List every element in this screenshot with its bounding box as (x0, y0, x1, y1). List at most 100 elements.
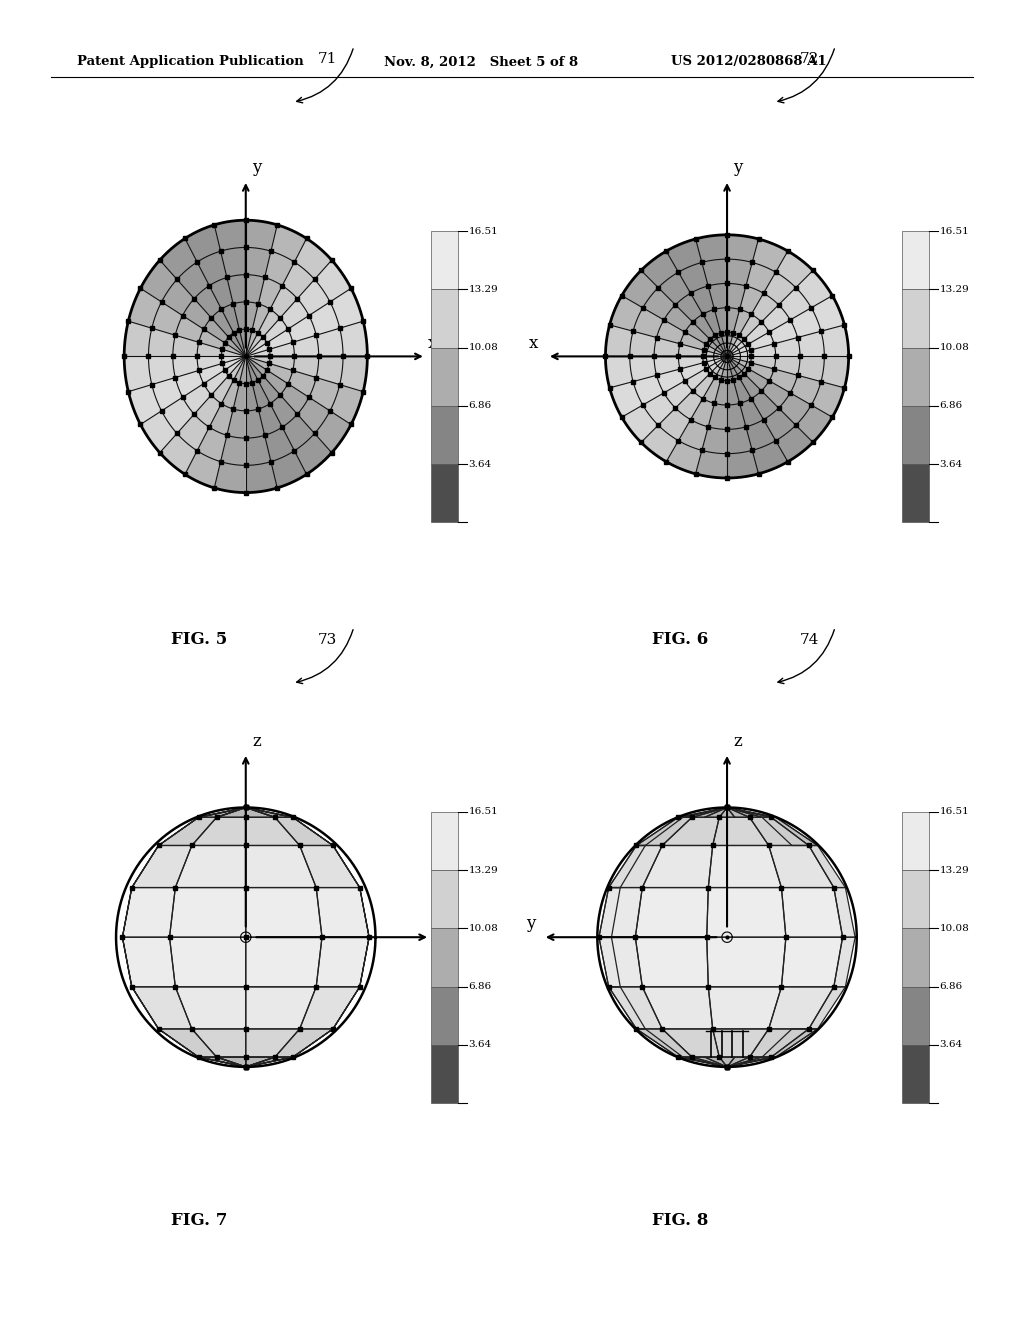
Polygon shape (769, 987, 834, 1028)
Polygon shape (246, 1057, 274, 1067)
Text: 13.29: 13.29 (940, 285, 970, 294)
Polygon shape (609, 356, 727, 417)
Polygon shape (750, 1028, 809, 1057)
Polygon shape (159, 817, 199, 846)
Text: z: z (252, 734, 261, 751)
Polygon shape (727, 808, 771, 817)
Polygon shape (185, 356, 246, 488)
Text: 72: 72 (800, 51, 819, 66)
Bar (902, 928, 929, 986)
Polygon shape (727, 1057, 762, 1067)
Polygon shape (683, 808, 727, 817)
Polygon shape (246, 808, 274, 817)
Polygon shape (641, 251, 727, 356)
Polygon shape (727, 1057, 776, 1067)
Text: x: x (428, 334, 437, 351)
Polygon shape (705, 808, 735, 817)
Polygon shape (834, 937, 855, 987)
Polygon shape (707, 937, 786, 987)
Polygon shape (132, 846, 191, 887)
Bar (902, 405, 929, 465)
Text: 16.51: 16.51 (469, 808, 499, 816)
Polygon shape (599, 937, 642, 987)
Polygon shape (727, 251, 813, 356)
Bar (902, 870, 929, 928)
Polygon shape (707, 887, 786, 937)
Polygon shape (727, 1057, 771, 1067)
Polygon shape (599, 887, 642, 937)
Polygon shape (246, 987, 316, 1028)
Polygon shape (359, 887, 369, 937)
Polygon shape (123, 937, 132, 987)
Polygon shape (191, 817, 246, 846)
Polygon shape (246, 288, 364, 356)
Text: 3.64: 3.64 (469, 459, 492, 469)
Polygon shape (781, 937, 843, 987)
Polygon shape (160, 239, 246, 356)
Polygon shape (727, 239, 787, 356)
Polygon shape (771, 1028, 817, 1057)
Polygon shape (274, 1028, 333, 1057)
Polygon shape (692, 1057, 727, 1067)
Polygon shape (128, 288, 246, 356)
Polygon shape (719, 808, 750, 817)
Text: 16.51: 16.51 (940, 808, 970, 816)
Bar (902, 231, 929, 289)
Polygon shape (246, 356, 332, 474)
Bar (431, 870, 458, 928)
Polygon shape (217, 1057, 246, 1067)
Polygon shape (771, 817, 817, 846)
Polygon shape (781, 887, 843, 937)
Polygon shape (132, 846, 159, 887)
Text: y: y (432, 915, 442, 932)
Polygon shape (246, 356, 368, 392)
Bar (431, 347, 458, 405)
Polygon shape (217, 808, 246, 817)
Polygon shape (678, 808, 727, 817)
Bar (902, 465, 929, 523)
Bar (902, 347, 929, 405)
Polygon shape (637, 817, 683, 846)
Polygon shape (678, 1057, 727, 1067)
Polygon shape (667, 356, 727, 474)
Polygon shape (637, 1028, 683, 1057)
Polygon shape (692, 808, 727, 817)
Polygon shape (246, 356, 278, 492)
Text: y: y (252, 160, 261, 177)
Polygon shape (709, 846, 781, 887)
Polygon shape (608, 846, 663, 887)
Polygon shape (159, 1028, 217, 1057)
Polygon shape (124, 321, 246, 356)
Polygon shape (727, 356, 787, 474)
Text: 74: 74 (800, 632, 819, 647)
Text: x: x (529, 334, 539, 351)
Polygon shape (605, 325, 727, 356)
Polygon shape (727, 356, 833, 442)
Polygon shape (695, 356, 727, 478)
Polygon shape (246, 356, 306, 488)
Polygon shape (159, 817, 217, 846)
Polygon shape (642, 987, 713, 1028)
Polygon shape (622, 271, 727, 356)
Polygon shape (246, 239, 332, 356)
Polygon shape (199, 1057, 246, 1067)
Polygon shape (608, 987, 645, 1028)
Polygon shape (246, 260, 351, 356)
Text: 16.51: 16.51 (940, 227, 970, 235)
Polygon shape (199, 808, 246, 817)
Text: 10.08: 10.08 (469, 343, 499, 352)
Polygon shape (727, 356, 813, 462)
Polygon shape (727, 271, 833, 356)
Polygon shape (727, 808, 762, 817)
Polygon shape (727, 1057, 776, 1067)
Polygon shape (293, 817, 333, 846)
Polygon shape (214, 220, 246, 356)
Polygon shape (750, 817, 809, 846)
Polygon shape (293, 1028, 333, 1057)
Text: y: y (733, 160, 742, 177)
Polygon shape (175, 846, 246, 887)
Polygon shape (635, 887, 709, 937)
Polygon shape (705, 1057, 735, 1067)
Polygon shape (246, 1057, 293, 1067)
Polygon shape (246, 808, 274, 817)
